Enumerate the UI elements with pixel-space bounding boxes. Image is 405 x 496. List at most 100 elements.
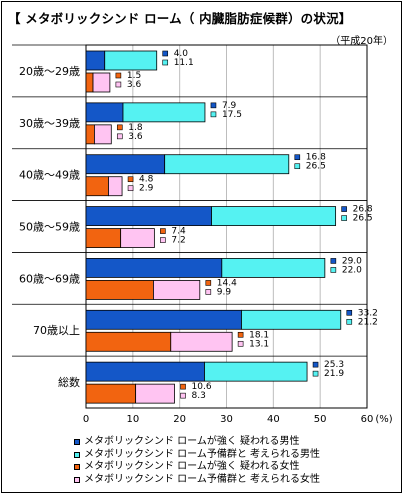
- bar-segment: [120, 228, 155, 248]
- bar-chart: 20歳～29歳4.011.11.53.630歳～39歳7.917.51.83.6…: [12, 44, 393, 425]
- value-marker: [205, 280, 212, 286]
- data-label: 26.8: [353, 205, 373, 215]
- data-label: 4.8: [139, 175, 154, 185]
- category-label: 40歳～49歳: [19, 169, 80, 182]
- legend-swatch: [74, 476, 80, 483]
- x-tick-label: 0: [83, 414, 89, 425]
- data-label: 26.5: [306, 162, 326, 172]
- category-label: 70歳以上: [33, 324, 80, 337]
- value-marker: [294, 154, 301, 161]
- data-label: 1.8: [128, 123, 143, 133]
- value-marker: [210, 102, 217, 109]
- data-label: 7.9: [222, 101, 237, 111]
- bar-segment: [92, 72, 111, 93]
- data-label: 7.4: [171, 227, 186, 237]
- bar-segment: [85, 176, 109, 197]
- bar-segment: [164, 154, 290, 175]
- legend-swatch: [74, 439, 80, 446]
- x-unit-label: (%): [375, 414, 392, 425]
- data-label: 9.9: [217, 287, 232, 297]
- data-label: 33.2: [358, 308, 378, 318]
- legend-label: メタボリックシンド ロームが強く 疑われる男性: [84, 436, 300, 447]
- value-marker: [237, 340, 244, 347]
- legend-item: メタボリックシンド ローム予備群と 考えられる女性: [74, 474, 320, 487]
- data-label: 4.0: [174, 49, 189, 59]
- category-label: 50歳～59歳: [19, 221, 80, 234]
- bar-segment: [85, 331, 172, 352]
- value-marker: [180, 383, 186, 390]
- value-marker: [346, 318, 353, 325]
- x-tick-label: 50: [314, 414, 327, 425]
- value-marker: [162, 50, 169, 57]
- value-marker: [210, 111, 217, 118]
- value-marker: [341, 206, 347, 212]
- x-tick-label: 40: [267, 414, 280, 425]
- data-label: 8.3: [192, 391, 206, 401]
- bar-segment: [221, 258, 326, 278]
- value-marker: [312, 361, 319, 368]
- data-label: 21.2: [358, 317, 378, 327]
- chart-subtitle: （平成20年）: [330, 36, 393, 47]
- category-label: 総数: [58, 375, 80, 389]
- value-marker: [294, 163, 301, 170]
- bar-segment: [122, 102, 206, 123]
- value-marker: [116, 124, 123, 131]
- value-marker: [116, 133, 123, 140]
- data-label: 21.9: [324, 369, 344, 379]
- value-marker: [180, 392, 186, 399]
- bar-segment: [85, 258, 223, 278]
- legend-swatch: [74, 464, 80, 471]
- bar-segment: [108, 176, 123, 197]
- bar-segment: [170, 331, 233, 352]
- value-marker: [312, 370, 319, 377]
- chart-title: 【 メタボリックシンド ローム（ 内臓脂肪症候群）の状況】: [8, 11, 352, 26]
- value-marker: [237, 331, 244, 338]
- bar-segment: [85, 50, 106, 71]
- bar-segment: [153, 280, 201, 300]
- legend-item: メタボリックシンド ロームが強く 疑われる男性: [74, 436, 320, 449]
- bar-segment: [85, 383, 137, 404]
- bar-segment: [85, 228, 122, 248]
- bar-segment: [85, 206, 212, 226]
- data-label: 2.9: [139, 184, 154, 194]
- x-tick-label: 30: [220, 414, 233, 425]
- bar-segment: [85, 280, 154, 300]
- legend-swatch: [74, 451, 80, 458]
- legend-label: メタボリックシンド ローム予備群と 考えられる女性: [84, 473, 321, 485]
- data-label: 10.6: [192, 382, 212, 392]
- bar-segment: [94, 124, 112, 145]
- value-marker: [127, 176, 134, 183]
- legend-label: メタボリックシンド ロームが強く 疑われる女性: [84, 461, 300, 472]
- value-marker: [205, 289, 212, 295]
- data-label: 17.5: [222, 110, 242, 120]
- x-tick-label: 20: [173, 414, 186, 425]
- bar-segment: [85, 361, 205, 382]
- data-label: 3.6: [127, 80, 142, 90]
- category-label: 20歳～29歳: [19, 65, 80, 78]
- bar-segment: [104, 50, 158, 71]
- value-marker: [115, 72, 122, 79]
- value-marker: [162, 59, 169, 66]
- value-marker: [341, 215, 347, 221]
- plot-area: [85, 44, 368, 409]
- data-label: 14.4: [217, 278, 237, 288]
- category-label: 30歳～39歳: [19, 117, 80, 130]
- bar-segment: [85, 102, 124, 123]
- value-marker: [160, 237, 166, 243]
- bar-segment: [85, 309, 242, 330]
- bar-segment: [204, 361, 308, 382]
- legend-item: メタボリックシンド ローム予備群と 考えられる男性: [74, 449, 320, 462]
- data-label: 3.6: [128, 132, 143, 142]
- bar-segment: [85, 72, 94, 93]
- value-marker: [330, 267, 337, 273]
- data-label: 13.1: [249, 339, 269, 349]
- data-label: 7.2: [171, 236, 185, 246]
- x-tick-label: 60: [361, 414, 374, 425]
- data-label: 18.1: [249, 330, 269, 340]
- data-label: 16.8: [306, 153, 326, 163]
- bar-segment: [135, 383, 175, 404]
- data-label: 1.5: [127, 71, 141, 81]
- value-marker: [160, 228, 166, 234]
- legend-item: メタボリックシンド ロームが強く 疑われる女性: [74, 461, 320, 474]
